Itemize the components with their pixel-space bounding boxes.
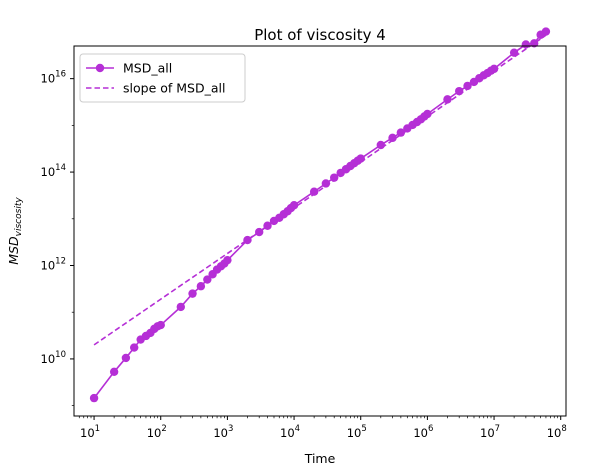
- y-axis-label-main: MSD: [6, 236, 21, 265]
- y-axis-ticks: 1010 1012 1014 1016: [41, 70, 74, 406]
- y-tick-label: 1014: [41, 163, 66, 179]
- data-point: [223, 255, 232, 265]
- data-point: [109, 367, 119, 376]
- x-tick-label: 103: [213, 424, 233, 440]
- data-point: [176, 302, 185, 312]
- series-line-slope: [93, 34, 547, 346]
- legend-box: [79, 53, 246, 103]
- y-axis-label-subscript: viscosity: [14, 197, 24, 237]
- x-tick-label: 104: [280, 424, 300, 440]
- legend-marker-msd-all: [95, 63, 105, 73]
- data-point: [121, 353, 131, 363]
- y-axis-label: MSDviscosity: [6, 197, 24, 265]
- data-point: [309, 187, 319, 196]
- data-point: [541, 27, 551, 36]
- plot-area: 101 102 103 104 105 106 107 108 101010121014101…: [41, 27, 567, 440]
- x-axis-ticks: 101 102 103 104 105 106 107 108: [78, 416, 567, 440]
- data-point: [156, 320, 165, 330]
- chart-title: Plot of viscosity 4: [254, 26, 386, 44]
- series-layer: [89, 27, 551, 403]
- x-tick-label: 108: [547, 424, 567, 440]
- x-tick-label: 107: [480, 424, 500, 440]
- data-point: [521, 40, 531, 49]
- data-point: [423, 109, 432, 119]
- x-tick-label: 101: [80, 424, 100, 440]
- x-tick-label: 102: [147, 424, 167, 440]
- legend: MSD_all slope of MSD_all: [79, 53, 246, 103]
- data-point: [396, 128, 406, 137]
- y-tick-label: 1010: [41, 350, 66, 366]
- data-point: [443, 95, 452, 104]
- y-tick-label: 1012: [41, 256, 66, 272]
- y-tick-label: 1016: [41, 70, 66, 86]
- axes-frame: [73, 45, 567, 417]
- data-point: [388, 133, 397, 143]
- legend-label-msd-all: MSD_all: [123, 61, 172, 76]
- data-point: [89, 393, 99, 403]
- x-tick-label: 106: [413, 424, 433, 440]
- data-point: [188, 289, 197, 298]
- x-axis-label: Time: [304, 451, 336, 466]
- x-tick-label: 105: [347, 424, 367, 440]
- data-point: [489, 64, 499, 74]
- data-point: [289, 201, 299, 210]
- data-point: [321, 179, 331, 188]
- data-point: [203, 275, 212, 284]
- legend-label-slope: slope of MSD_all: [123, 81, 225, 96]
- data-point: [130, 343, 139, 352]
- data-point: [196, 282, 206, 291]
- data-point: [376, 140, 385, 150]
